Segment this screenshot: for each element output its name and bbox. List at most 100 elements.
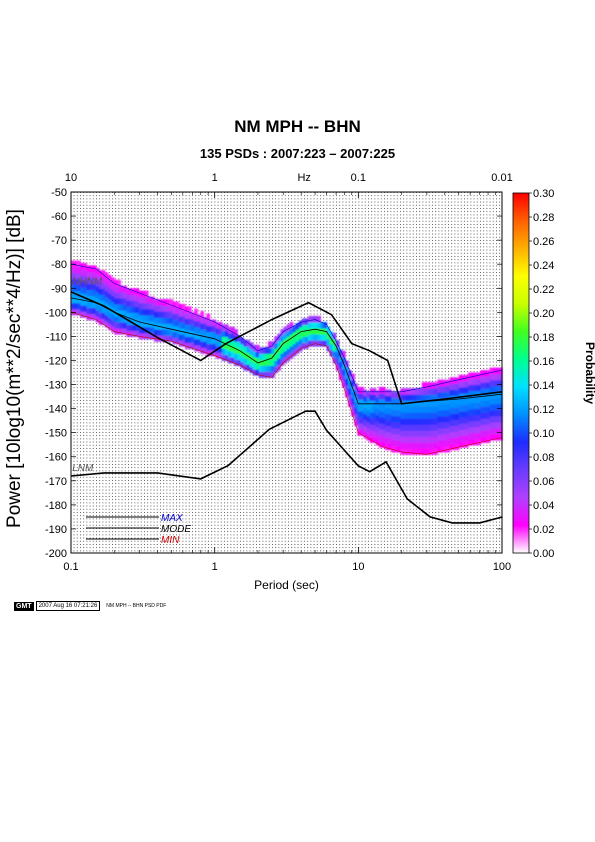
legend-label-max: MAX <box>161 513 183 524</box>
density-cell <box>452 443 457 451</box>
density-cell <box>341 368 346 376</box>
density-cell <box>258 371 263 378</box>
density-cell <box>107 299 112 306</box>
density-cell <box>95 291 100 299</box>
density-cell <box>114 315 118 323</box>
density-cell <box>77 284 81 292</box>
gmt-logo: GMT <box>14 601 34 611</box>
density-cell <box>344 378 349 386</box>
density-cell <box>465 374 469 382</box>
density-cell <box>489 415 494 423</box>
density-cell <box>431 418 435 425</box>
density-cell <box>132 330 137 337</box>
density-cell <box>375 432 380 440</box>
density-cell <box>228 332 232 340</box>
density-cell <box>480 370 485 377</box>
density-cell <box>212 343 217 351</box>
density-cell <box>375 420 380 428</box>
density-cell <box>495 397 500 405</box>
density-cell <box>498 427 503 435</box>
density-cell <box>415 406 420 413</box>
density-cell <box>434 436 438 443</box>
density-cell <box>240 355 244 363</box>
density-cell <box>412 448 417 455</box>
density-cell <box>166 323 171 330</box>
density-cell <box>271 347 275 354</box>
density-cell <box>277 364 281 371</box>
density-cell <box>440 391 445 399</box>
density-cell <box>132 300 137 307</box>
density-cell <box>465 429 469 436</box>
density-cell <box>489 421 494 429</box>
density-cell <box>489 373 494 381</box>
density-cell <box>366 391 371 399</box>
density-cell <box>107 311 112 318</box>
density-cell <box>421 430 426 437</box>
density-cell <box>89 295 94 303</box>
density-cell <box>215 327 220 335</box>
density-cell <box>434 424 438 431</box>
density-cell <box>428 418 432 425</box>
density-cell <box>391 421 395 429</box>
density-cell <box>228 350 232 358</box>
density-cell <box>351 373 355 381</box>
density-cell <box>209 331 214 339</box>
density-cell <box>243 364 248 371</box>
x-top-tick-label: 1 <box>212 172 218 184</box>
density-cell <box>209 325 214 333</box>
density-cell <box>388 401 392 408</box>
density-cell <box>218 346 223 353</box>
density-cell <box>449 413 454 421</box>
density-cell <box>406 388 411 395</box>
density-cell <box>369 430 374 437</box>
density-cell <box>468 384 472 392</box>
density-cell <box>123 321 128 329</box>
density-cell <box>480 436 485 443</box>
density-cell <box>455 425 460 433</box>
density-cell <box>114 297 118 305</box>
density-cell <box>323 340 328 347</box>
density-cell <box>166 317 171 324</box>
density-cell <box>77 272 81 280</box>
density-cell <box>320 333 325 341</box>
density-cell <box>455 395 460 402</box>
density-cell <box>175 307 180 315</box>
density-cell <box>440 403 445 411</box>
density-cell <box>437 427 442 435</box>
density-cell <box>425 424 429 431</box>
density-cell <box>366 403 371 411</box>
density-cell <box>409 406 414 413</box>
density-cell <box>206 343 211 351</box>
density-cell <box>378 398 383 406</box>
density-cell <box>455 377 460 384</box>
density-cell <box>443 409 448 417</box>
density-cell <box>332 344 337 352</box>
density-cell <box>385 407 389 415</box>
density-cell <box>184 318 189 325</box>
density-cell <box>357 423 361 430</box>
density-cell <box>271 359 275 366</box>
density-cell <box>360 417 365 424</box>
density-cell <box>412 412 417 419</box>
density-cell <box>366 397 371 405</box>
density-cell <box>292 325 297 333</box>
density-cell <box>443 385 448 393</box>
density-cell <box>477 378 482 386</box>
density-cell <box>495 385 500 393</box>
density-cell <box>437 403 442 411</box>
y-tick-label: -120 <box>45 355 67 367</box>
density-cell <box>71 302 75 310</box>
density-cell <box>446 403 451 411</box>
density-cell <box>261 371 266 378</box>
density-cell <box>418 436 423 443</box>
density-cell <box>391 433 395 441</box>
density-cell <box>181 340 186 347</box>
density-cell <box>406 430 411 437</box>
footer-label: NM MPH -- BHN PSD PDF <box>106 603 167 609</box>
density-cell <box>412 436 417 443</box>
density-cell <box>461 411 466 418</box>
density-cell <box>449 377 454 384</box>
density-cell <box>329 343 334 351</box>
density-cell <box>421 448 426 455</box>
density-cell <box>400 436 405 443</box>
